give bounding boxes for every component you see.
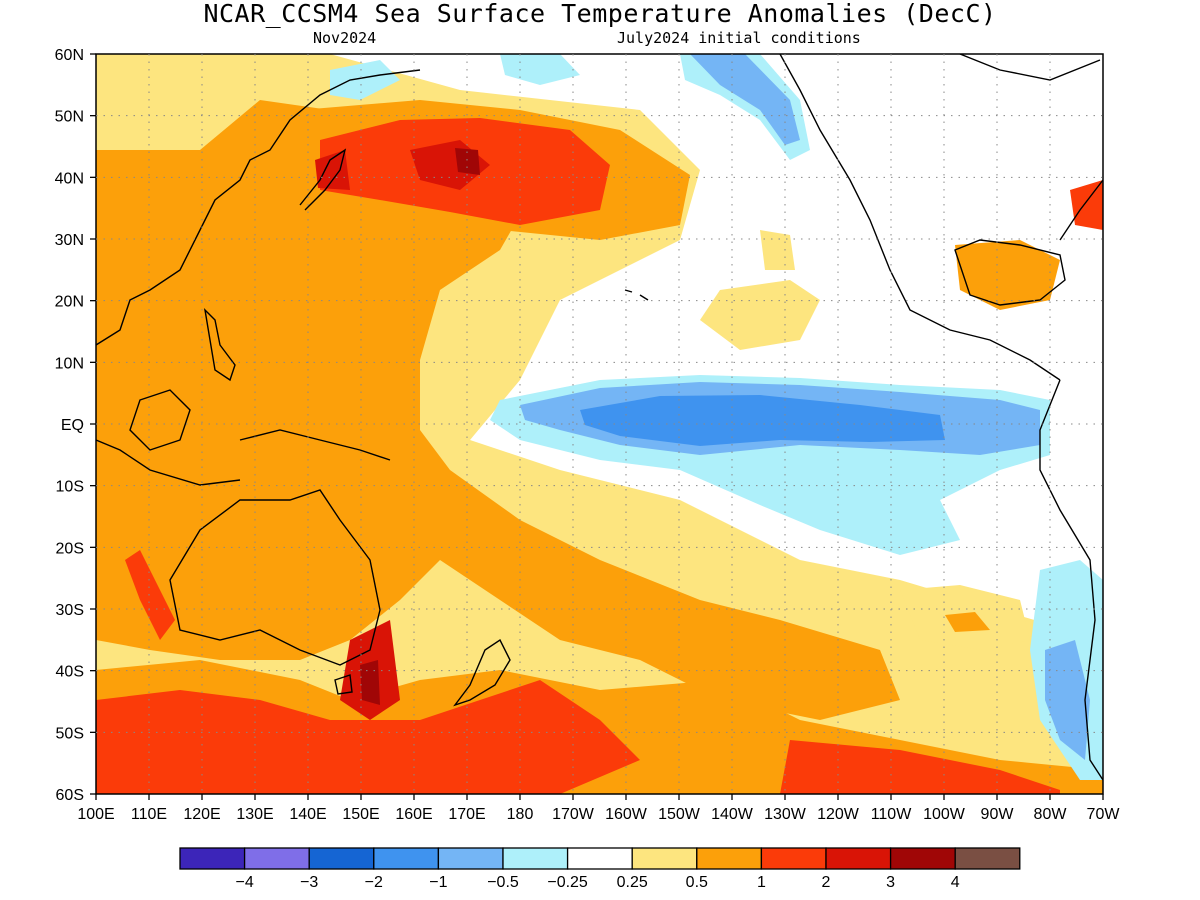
longitude-label: 150E — [342, 806, 379, 823]
legend-swatch — [437, 847, 504, 870]
legend-label: 3 — [886, 874, 895, 891]
legend-label: −4 — [235, 874, 253, 891]
latitude-label: 40N — [55, 170, 84, 187]
longitude-label: 140E — [289, 806, 326, 823]
anomaly-field — [96, 54, 1103, 794]
legend-swatch — [696, 847, 763, 870]
longitude-label: 80W — [1034, 806, 1068, 823]
legend-swatch — [631, 847, 698, 870]
longitude-label: 120E — [183, 806, 220, 823]
longitude-label: 180 — [507, 806, 534, 823]
latitude-label: EQ — [61, 417, 84, 434]
legend-swatch — [825, 847, 892, 870]
latitude-label: 50S — [56, 725, 84, 742]
longitude-label: 160E — [395, 806, 432, 823]
longitude-label: 100W — [923, 806, 966, 823]
legend-label: 4 — [951, 874, 960, 891]
longitude-label: 130W — [764, 806, 807, 823]
longitude-labels: 100E 110E 120E 130E 140E 150E 160E 170E 180 170W 1… — [77, 794, 1120, 823]
legend-swatch — [889, 847, 956, 870]
latitude-label: 20S — [56, 540, 84, 557]
longitude-label: 160W — [605, 806, 648, 823]
color-legend: −4 −3 −2 −1 −0.5 −0.25 0.25 0.5 1 2 3 4 — [179, 847, 1021, 891]
longitude-label: 120W — [817, 806, 860, 823]
legend-label: −0.25 — [547, 874, 588, 891]
longitude-label: 130E — [236, 806, 273, 823]
forecast-month: Nov2024 — [313, 29, 377, 47]
longitude-label: 100E — [77, 806, 114, 823]
longitude-label: 140W — [711, 806, 754, 823]
legend-swatch — [760, 847, 827, 870]
legend-label: 0.5 — [686, 874, 708, 891]
latitude-label: 30S — [56, 602, 84, 619]
legend-swatch — [373, 847, 440, 870]
longitude-label: 170E — [448, 806, 485, 823]
longitude-label: 110E — [131, 806, 167, 823]
legend-label: 0.25 — [617, 874, 648, 891]
longitude-label: 150W — [658, 806, 701, 823]
legend-label: −3 — [300, 874, 318, 891]
latitude-labels: 60N 50N 40N 30N 20N 10N EQ 10S 20S 30S 40S 50S 60S — [55, 47, 96, 804]
longitude-label: 90W — [981, 806, 1015, 823]
legend-swatch — [308, 847, 375, 870]
legend-swatch — [954, 847, 1021, 870]
coastlines — [96, 54, 1103, 781]
latitude-label: 60N — [55, 47, 84, 64]
legend-label: −2 — [365, 874, 383, 891]
legend-label: −1 — [429, 874, 447, 891]
longitude-label: 170W — [552, 806, 595, 823]
latitude-label: 30N — [55, 232, 84, 249]
legend-swatch — [179, 847, 246, 870]
legend-label: −0.5 — [487, 874, 519, 891]
legend-swatch — [566, 847, 633, 870]
map-title: NCAR_CCSM4 Sea Surface Temperature Anoma… — [203, 0, 997, 28]
legend-swatch — [243, 847, 310, 870]
latitude-label: 10N — [55, 355, 84, 372]
graticule — [96, 54, 1103, 794]
latitude-label: 60S — [56, 787, 84, 804]
initial-conditions-label: July2024 initial conditions — [617, 29, 861, 47]
legend-label: 2 — [822, 874, 831, 891]
longitude-label: 70W — [1087, 806, 1121, 823]
legend-label: 1 — [757, 874, 766, 891]
latitude-label: 50N — [55, 109, 84, 126]
latitude-label: 20N — [55, 294, 84, 311]
latitude-label: 10S — [56, 479, 84, 496]
longitude-label: 110W — [871, 806, 913, 823]
latitude-label: 40S — [56, 664, 84, 681]
legend-swatch — [502, 847, 569, 870]
